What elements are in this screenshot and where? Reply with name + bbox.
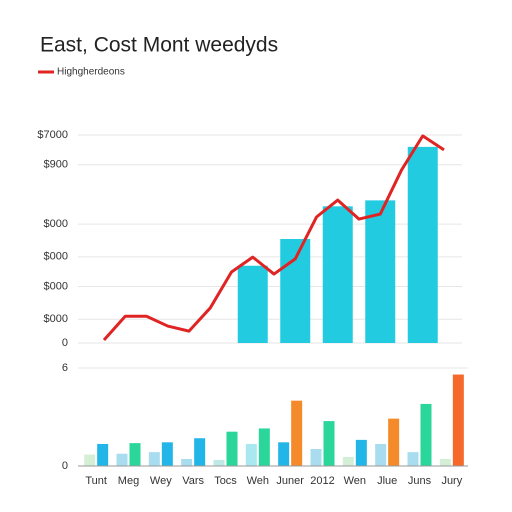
y-tick-label: $900	[44, 159, 68, 171]
chart-title: East, Cost Mont weedyds	[40, 34, 278, 57]
x-tick-label: Vars	[182, 475, 204, 487]
bar	[237, 265, 268, 343]
bar	[116, 453, 128, 466]
bar	[84, 454, 96, 466]
bar	[407, 146, 438, 343]
bar	[388, 418, 400, 466]
y-tick-label: $7000	[37, 129, 68, 141]
bar	[258, 428, 270, 466]
bar	[291, 400, 303, 466]
y-tick-label: 0	[62, 337, 68, 349]
bar	[278, 442, 290, 466]
y-tick-label: 0	[62, 460, 68, 472]
y-tick-label: $000	[44, 313, 68, 325]
x-tick-label: Wen	[344, 475, 366, 487]
bar	[323, 421, 335, 466]
x-tick-label: Tunt	[85, 475, 107, 487]
x-tick-label: 2012	[310, 475, 334, 487]
y-tick-label: $000	[44, 280, 68, 292]
bar	[129, 443, 141, 466]
legend-label: Highgherdeons	[57, 67, 125, 78]
bar	[407, 452, 419, 466]
x-tick-label: Juns	[408, 475, 432, 487]
x-tick-label: Meg	[118, 475, 139, 487]
y-tick-label: $000	[44, 251, 68, 263]
x-tick-label: Juner	[276, 475, 304, 487]
bar	[355, 439, 367, 466]
x-tick-label: Tocs	[214, 475, 237, 487]
y-tick-label: 6	[62, 362, 68, 374]
y-tick-label: $000	[44, 218, 68, 230]
bar	[194, 438, 206, 466]
bar	[161, 442, 173, 466]
bar	[280, 239, 311, 343]
bar	[245, 443, 257, 466]
bar	[452, 374, 464, 466]
bar	[342, 457, 354, 466]
x-tick-label: Weh	[247, 475, 269, 487]
x-tick-label: Jury	[441, 475, 462, 487]
bar	[310, 449, 322, 466]
bar	[322, 206, 353, 343]
bar	[213, 459, 225, 466]
x-tick-label: Wey	[150, 475, 172, 487]
bar	[148, 452, 160, 466]
line	[102, 134, 445, 342]
bar	[181, 458, 193, 466]
bar	[97, 443, 109, 466]
bar	[365, 200, 396, 343]
bar	[439, 458, 451, 466]
x-tick-label: Jlue	[377, 475, 397, 487]
bar	[375, 443, 387, 466]
bar	[420, 403, 432, 466]
bar	[226, 431, 238, 466]
